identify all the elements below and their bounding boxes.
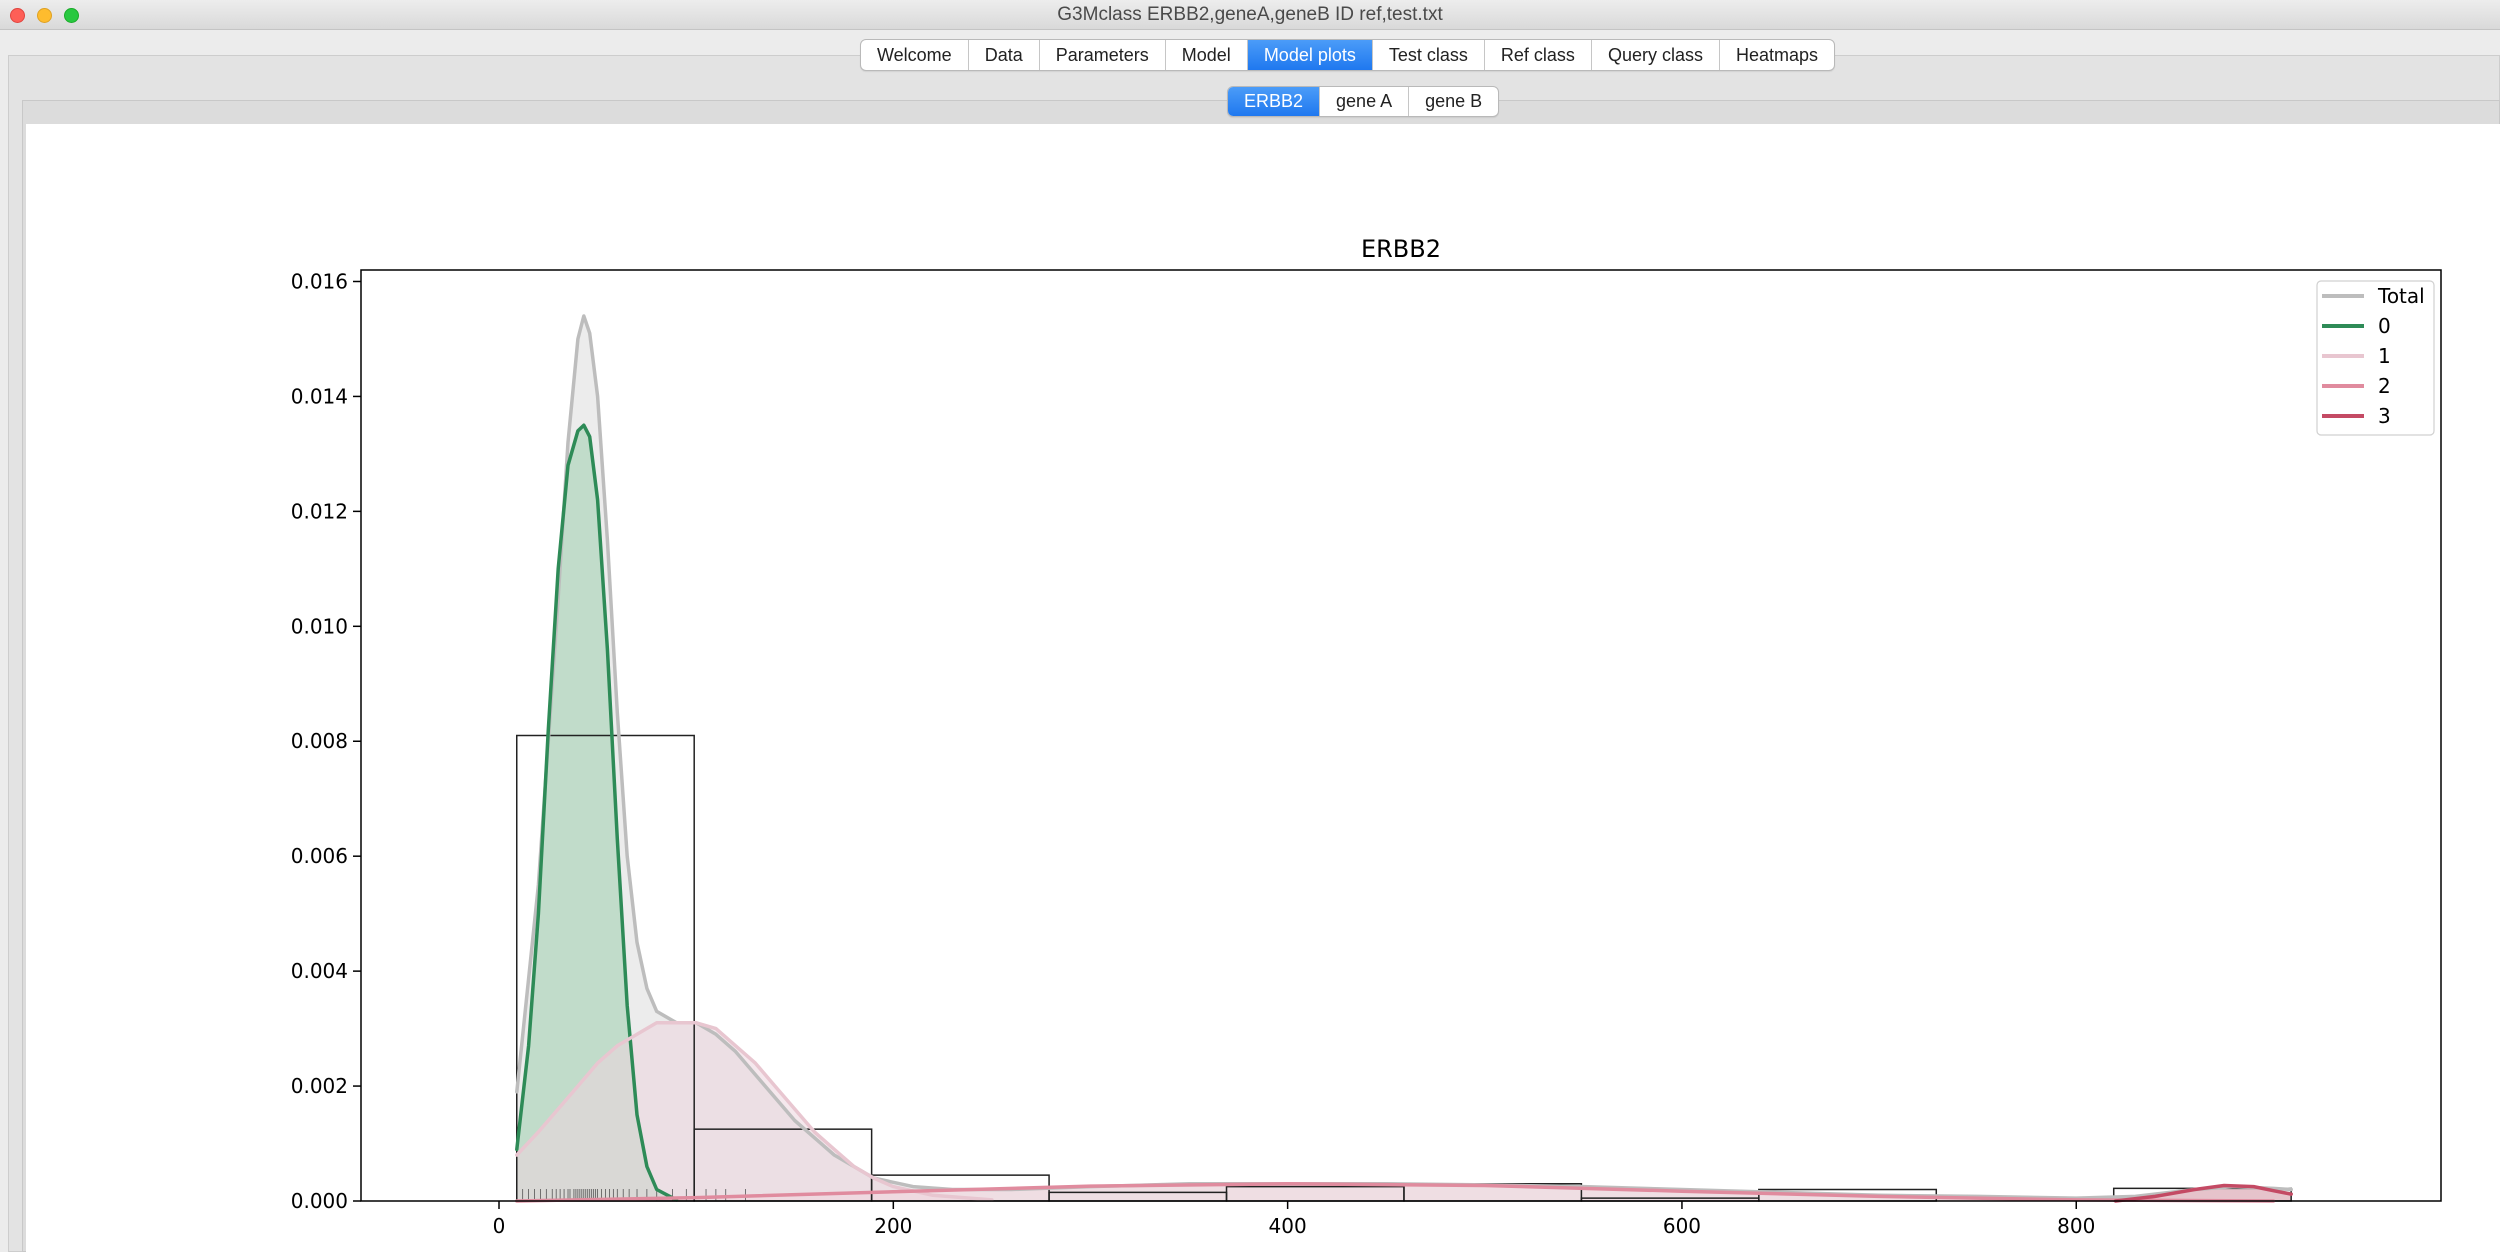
tab-gene-a[interactable]: gene A [1320,87,1410,116]
tab-welcome[interactable]: Welcome [861,40,969,70]
tab-gene-erbb2[interactable]: ERBB2 [1228,87,1321,116]
y-tick-label: 0.000 [291,1189,348,1213]
window-title: G3Mclass ERBB2,geneA,geneB ID ref,test.t… [1057,4,1443,25]
x-tick-label: 400 [1269,1214,1307,1238]
legend-label: 1 [2378,344,2391,368]
plot-canvas [26,124,2500,1252]
tab-test-class[interactable]: Test class [1373,40,1485,70]
legend-label: 2 [2378,374,2391,398]
x-tick-label: 800 [2057,1214,2095,1238]
tab-parameters[interactable]: Parameters [1040,40,1166,70]
title-bar: G3Mclass ERBB2,geneA,geneB ID ref,test.t… [0,0,2500,30]
tab-gene-b[interactable]: gene B [1425,91,1483,111]
y-tick-label: 0.014 [291,384,348,408]
gene-tab-bar: ERBB2 gene A gene B [1227,86,1500,117]
close-window-button[interactable] [10,8,25,23]
main-tab-bar: Welcome Data Parameters Model Model plot… [860,39,1836,71]
series-area-0 [516,316,2292,1201]
chart-legend: Total 0 1 2 3 [2316,280,2435,436]
x-tick-label: 200 [874,1214,912,1238]
series-line-4 [2113,1183,2293,1203]
series-area-2 [516,1022,992,1201]
x-tick-label: 600 [1663,1214,1701,1238]
chart-title: ERBB2 [1361,235,1441,263]
tab-model[interactable]: Model [1166,40,1248,70]
legend-label: 0 [2378,314,2391,338]
y-tick-label: 0.008 [291,729,348,753]
legend-label: 3 [2378,404,2391,428]
maximize-window-button[interactable] [64,8,79,23]
tab-ref-class[interactable]: Ref class [1485,40,1592,70]
y-tick-label: 0.006 [291,844,348,868]
tab-heatmaps[interactable]: Heatmaps [1735,45,1819,65]
series-line-0 [515,314,2293,1200]
series-line-2 [515,1021,994,1202]
tab-model-plots[interactable]: Model plots [1247,40,1373,70]
legend-label: Total [2377,284,2425,308]
tab-query-class[interactable]: Query class [1592,40,1720,70]
y-tick-label: 0.016 [291,269,348,293]
y-tick-label: 0.004 [291,959,348,983]
series-line-1 [515,423,679,1202]
series-line-3 [515,1182,2276,1203]
y-tick-label: 0.012 [291,499,348,523]
y-tick-label: 0.002 [291,1074,348,1098]
y-tick-label: 0.010 [291,614,348,638]
tab-data[interactable]: Data [969,40,1040,70]
x-tick-label: 0 [493,1214,506,1238]
minimize-window-button[interactable] [37,8,52,23]
plot-axes-frame [360,269,2442,1202]
